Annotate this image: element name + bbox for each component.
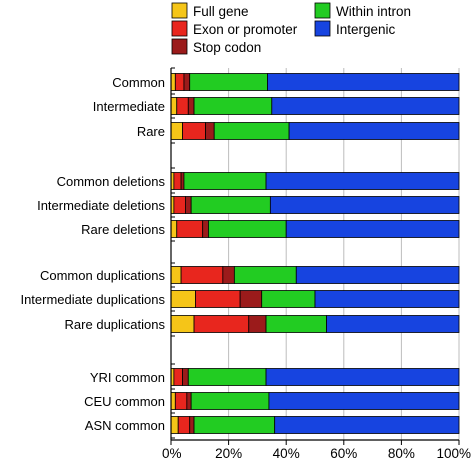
bar-segment-intergenic-common-deletions — [265, 172, 460, 190]
bar-segment-full-gene-intermediate — [170, 97, 178, 115]
bar-segment-stop-codon-rare — [205, 122, 215, 140]
bar-segment-intergenic-intermediate — [271, 97, 460, 115]
bar-segment-exon-or-promoter-rare-deletions — [176, 220, 204, 238]
legend-label-within-intron: Within intron — [336, 4, 411, 19]
bar-segment-intergenic-intermediate-duplications — [314, 290, 460, 308]
x-tick-label: 20% — [215, 446, 242, 461]
bar-segment-stop-codon-common-duplications — [222, 266, 235, 284]
legend: Full gene Exon or promoter Stop codon Withi… — [171, 2, 411, 55]
bar-segment-exon-or-promoter-rare-duplications — [193, 315, 250, 333]
x-axis: 0% 20% 40% 60% 80% 100% — [162, 67, 471, 461]
bar-segment-stop-codon-intermediate-deletions — [184, 196, 192, 214]
bar-segment-intergenic-yri-common — [265, 368, 460, 386]
bar-segment-stop-codon-common — [183, 73, 191, 91]
bar-segment-within-intron-yri-common — [187, 368, 267, 386]
bar-segment-intergenic-intermediate-deletions — [269, 196, 460, 214]
category-label-yri-common: YRI common — [90, 370, 165, 385]
category-label-common-duplications: Common duplications — [40, 268, 166, 283]
legend-label-stop-codon: Stop codon — [193, 40, 261, 55]
x-tick-label: 0% — [162, 446, 182, 461]
bar-segment-intergenic-common — [267, 73, 460, 91]
bar-segment-within-intron-intermediate-deletions — [190, 196, 271, 214]
bar-segment-stop-codon-yri-common — [182, 368, 189, 386]
bars — [170, 73, 460, 434]
bar-segment-intergenic-common-duplications — [295, 266, 460, 284]
legend-swatch-full-gene — [171, 2, 188, 19]
bar-segment-full-gene-intermediate-duplications — [170, 290, 196, 308]
category-label-common-deletions: Common deletions — [57, 174, 166, 189]
bar-segment-within-intron-intermediate-duplications — [261, 290, 316, 308]
bar-segment-full-gene-common-duplications — [170, 266, 182, 284]
category-label-ceu-common: CEU common — [84, 394, 165, 409]
bar-segment-within-intron-rare-deletions — [208, 220, 287, 238]
bar-segment-full-gene-asn-common — [170, 416, 179, 434]
x-tick-label: 100% — [436, 446, 471, 461]
bar-segment-intergenic-rare-deletions — [285, 220, 460, 238]
bar-segment-exon-or-promoter-rare — [182, 122, 206, 140]
legend-swatch-within-intron — [314, 2, 331, 19]
bar-segment-within-intron-rare-duplications — [265, 315, 327, 333]
bar-segment-within-intron-common-duplications — [233, 266, 297, 284]
category-label-intermediate-deletions: Intermediate deletions — [37, 198, 165, 213]
bar-segment-stop-codon-intermediate-duplications — [239, 290, 263, 308]
x-tick-label: 80% — [388, 446, 415, 461]
bar-segment-full-gene-rare-duplications — [170, 315, 195, 333]
bar-segment-exon-or-promoter-common — [174, 73, 185, 91]
category-label-rare: Rare — [137, 124, 165, 139]
category-label-asn-common: ASN common — [85, 418, 165, 433]
bar-segment-full-gene-rare-deletions — [170, 220, 178, 238]
bar-segment-intergenic-ceu-common — [268, 392, 460, 410]
legend-swatch-intergenic — [314, 20, 331, 37]
bar-segment-within-intron-common-deletions — [183, 172, 267, 190]
bar-segment-within-intron-asn-common — [193, 416, 276, 434]
bar-segment-intergenic-rare — [288, 122, 460, 140]
bar-segment-exon-or-promoter-yri-common — [173, 368, 183, 386]
x-tick-label: 40% — [273, 446, 300, 461]
bar-segment-exon-or-promoter-asn-common — [177, 416, 191, 434]
bar-segment-intergenic-rare-duplications — [326, 315, 460, 333]
bar-segment-stop-codon-rare-duplications — [248, 315, 267, 333]
bar-segment-stop-codon-rare-deletions — [202, 220, 209, 238]
bar-segment-full-gene-rare — [170, 122, 183, 140]
bar-segment-exon-or-promoter-intermediate-duplications — [195, 290, 241, 308]
bar-segment-exon-or-promoter-ceu-common — [174, 392, 188, 410]
legend-label-intergenic: Intergenic — [336, 22, 396, 37]
bar-segment-full-gene-common — [170, 73, 176, 91]
legend-swatch-stop-codon — [171, 38, 188, 55]
category-label-rare-duplications: Rare duplications — [65, 317, 166, 332]
bar-segment-within-intron-rare — [213, 122, 290, 140]
bar-segment-exon-or-promoter-common-duplications — [180, 266, 224, 284]
bar-segment-exon-or-promoter-intermediate — [176, 97, 189, 115]
bar-segment-stop-codon-intermediate — [187, 97, 195, 115]
bar-segment-stop-codon-ceu-common — [186, 392, 192, 410]
bar-segment-within-intron-intermediate — [193, 97, 273, 115]
legend-label-exon-or-promoter: Exon or promoter — [193, 22, 298, 37]
bar-segment-stop-codon-asn-common — [189, 416, 195, 434]
legend-swatch-exon-or-promoter — [171, 20, 188, 37]
category-label-intermediate-duplications: Intermediate duplications — [20, 292, 165, 307]
bar-segment-stop-codon-common-deletions — [180, 172, 185, 190]
bar-segment-exon-or-promoter-common-deletions — [173, 172, 182, 190]
category-label-common: Common — [112, 75, 165, 90]
x-tick-label: 60% — [330, 446, 357, 461]
category-labels: Common Intermediate Rare Common deletions In… — [20, 75, 165, 433]
bar-segment-within-intron-common — [189, 73, 268, 91]
bar-segment-exon-or-promoter-intermediate-deletions — [173, 196, 186, 214]
bar-segment-full-gene-ceu-common — [170, 392, 176, 410]
category-label-rare-deletions: Rare deletions — [81, 222, 165, 237]
bar-segment-intergenic-asn-common — [274, 416, 460, 434]
category-label-intermediate: Intermediate — [93, 99, 165, 114]
legend-label-full-gene: Full gene — [193, 4, 249, 19]
bar-segment-within-intron-ceu-common — [190, 392, 270, 410]
